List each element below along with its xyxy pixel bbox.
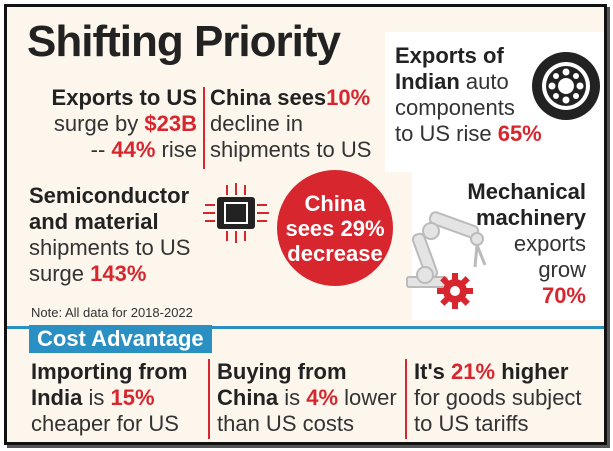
auto-value: 65% — [497, 121, 542, 146]
china-decline-block: China sees10% decline in shipments to US — [210, 85, 371, 163]
semiconductor-value: 143% — [90, 261, 147, 286]
auto-line2: Indian auto — [395, 69, 509, 94]
cost-china-line2: China is 4% lower — [217, 385, 397, 410]
exports-us-line3: -- 44% rise — [90, 137, 197, 162]
cost-india-value: 15% — [110, 385, 155, 410]
semiconductor-block: Semiconductor and material shipments to … — [29, 183, 190, 287]
divider — [208, 359, 210, 439]
china-decline-heading: China sees10% — [210, 85, 371, 110]
exports-us-block: Exports to US surge by $23B -- 44% rise — [43, 85, 197, 163]
semiconductor-line3: shipments to US — [29, 235, 191, 260]
auto-heading: Exports of — [395, 43, 504, 68]
cost-china-value: 4% — [306, 385, 339, 410]
china-circle-line1: China — [304, 190, 366, 216]
cost-india-line3: cheaper for US — [31, 411, 179, 436]
cost-tariff-heading: It's 21% higher — [414, 359, 569, 384]
cost-india-line2: India is 15% — [31, 385, 155, 410]
china-decrease-circle: China sees 29% decrease — [277, 170, 393, 286]
cost-tariff-block: It's 21% higher for goods subject to US … — [414, 359, 582, 437]
cost-china-heading: Buying from — [217, 359, 347, 384]
exports-us-value: $23B — [144, 111, 197, 136]
china-decline-line3: shipments to US — [210, 137, 372, 162]
chip-icon — [203, 183, 269, 243]
machinery-heading: Mechanical — [467, 179, 586, 204]
cost-advantage-label: Cost Advantage — [29, 325, 212, 353]
machinery-line2: machinery — [475, 205, 586, 230]
machinery-value: 70% — [541, 283, 586, 308]
infographic-frame: Shifting Priority Exports to US surge by… — [4, 4, 607, 445]
cost-tariff-line2: for goods subject — [414, 385, 582, 410]
cost-india-heading: Importing from — [31, 359, 188, 384]
machinery-block: Mechanical machinery exports grow 70% — [467, 179, 586, 309]
china-circle-line2: sees 29% — [285, 215, 385, 241]
china-decline-value: 10% — [326, 85, 371, 110]
machinery-line4: grow — [538, 257, 586, 282]
divider — [405, 359, 407, 439]
divider — [203, 87, 205, 169]
semiconductor-line2: and material — [29, 209, 159, 234]
cost-tariff-value: 21% — [451, 359, 496, 384]
exports-us-percent: 44% — [111, 137, 156, 162]
exports-us-line2: surge by $23B — [53, 111, 197, 136]
robot-arm-icon — [406, 211, 487, 288]
wheel-icon — [532, 52, 600, 120]
semiconductor-line4: surge 143% — [29, 261, 147, 286]
semiconductor-heading: Semiconductor — [29, 183, 190, 208]
auto-components-block: Exports of Indian auto components to US … — [395, 43, 542, 147]
machinery-line3: exports — [513, 231, 586, 256]
china-decline-line2: decline in — [210, 111, 303, 136]
footnote: Note: All data for 2018-2022 — [31, 305, 193, 320]
cost-china-line3: than US costs — [217, 411, 354, 436]
cost-band — [7, 326, 604, 329]
gear-icon — [437, 273, 473, 309]
auto-line3: components — [395, 95, 515, 120]
cost-india-block: Importing from India is 15% cheaper for … — [31, 359, 187, 437]
exports-us-heading: Exports to US — [51, 85, 197, 110]
china-circle-line3: decrease — [287, 240, 383, 266]
cost-tariff-line3: to US tariffs — [414, 411, 529, 436]
auto-line4: to US rise 65% — [395, 121, 542, 146]
cost-china-block: Buying from China is 4% lower than US co… — [217, 359, 397, 437]
page-title: Shifting Priority — [27, 17, 341, 66]
